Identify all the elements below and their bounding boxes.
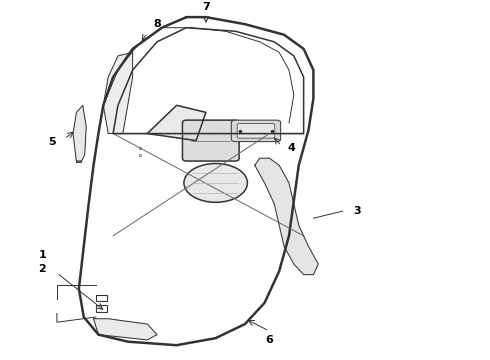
FancyBboxPatch shape [182,120,239,161]
Polygon shape [103,53,133,134]
Polygon shape [147,105,206,141]
Text: 3: 3 [354,206,361,216]
FancyBboxPatch shape [237,123,275,138]
Text: 8: 8 [153,19,161,30]
Ellipse shape [184,163,247,202]
Text: 6: 6 [266,335,273,345]
Bar [96,305,107,312]
Text: 7: 7 [202,2,210,12]
Polygon shape [73,105,86,162]
Text: 2: 2 [38,264,46,274]
Text: 5: 5 [48,138,56,147]
Polygon shape [94,319,157,340]
Text: 1: 1 [38,250,46,260]
Polygon shape [255,158,318,275]
Text: 4: 4 [288,143,295,153]
Bar [96,295,107,301]
FancyBboxPatch shape [231,120,281,141]
